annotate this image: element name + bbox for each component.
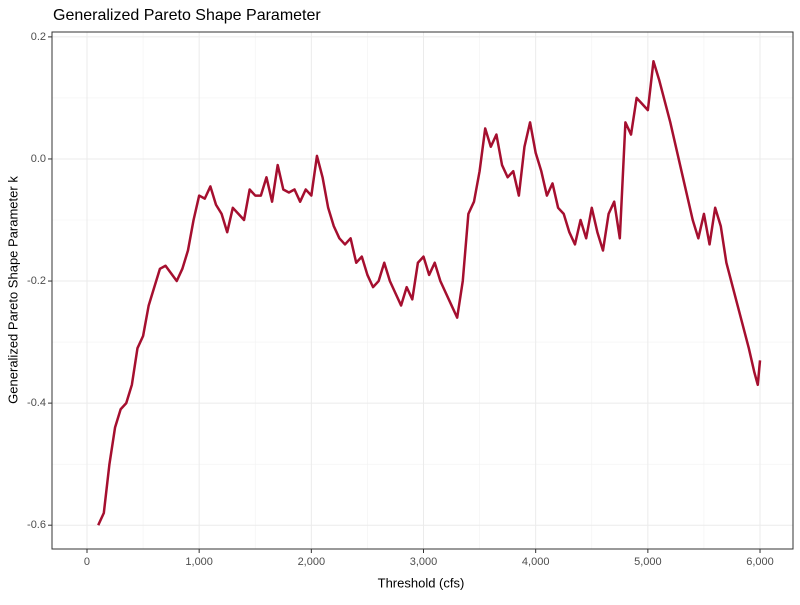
y-axis-label: Generalized Pareto Shape Parameter k [5, 176, 20, 404]
x-tick-label: 4,000 [522, 556, 550, 568]
x-tick-label: 2,000 [298, 556, 326, 568]
x-tick-label: 1,000 [185, 556, 213, 568]
x-tick-label: 3,000 [410, 556, 438, 568]
x-axis-label: Threshold (cfs) [378, 575, 465, 590]
y-tick-label: 0.2 [31, 31, 46, 43]
x-tick-label: 6,000 [746, 556, 774, 568]
chart-title: Generalized Pareto Shape Parameter [53, 7, 321, 24]
y-tick-label: -0.2 [27, 275, 46, 287]
y-tick-label: 0.0 [31, 153, 46, 165]
x-tick-label: 0 [84, 556, 90, 568]
panel-border [51, 31, 794, 550]
x-tick-label: 5,000 [634, 556, 662, 568]
y-tick-label: -0.4 [27, 397, 46, 409]
y-tick-label: -0.6 [27, 519, 46, 531]
data-line [97, 60, 762, 526]
